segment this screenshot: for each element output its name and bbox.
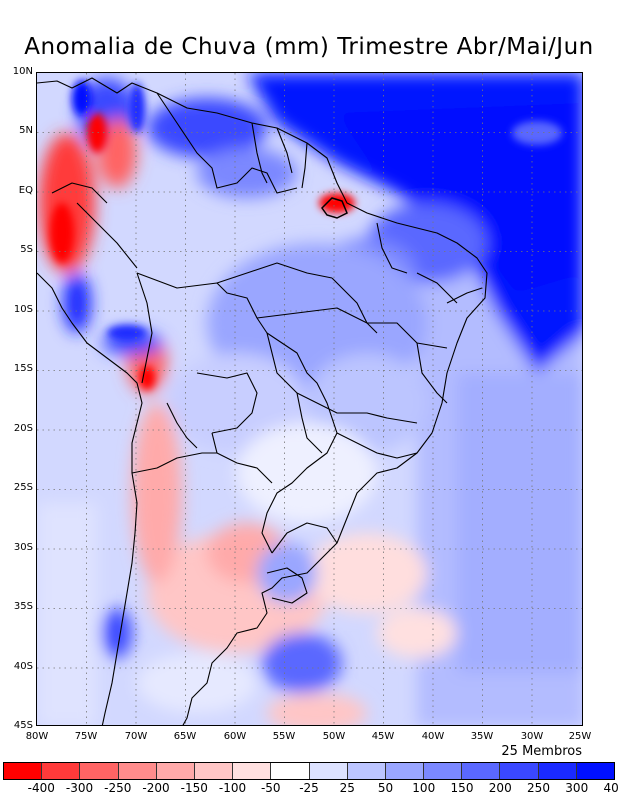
colorbar-cell	[462, 763, 501, 779]
colorbar-cell	[309, 763, 348, 779]
y-tick: 5N	[19, 125, 33, 136]
anomaly-map	[36, 72, 583, 726]
y-tick: 20S	[13, 423, 33, 434]
colorbar-cell	[118, 763, 157, 779]
y-tick: 45S	[13, 720, 33, 731]
colorbar-label: -50	[260, 781, 281, 795]
country-borders	[37, 77, 488, 725]
colorbar-cell	[194, 763, 234, 779]
colorbar-label: 300	[565, 781, 589, 795]
colorbar-cell	[4, 763, 43, 779]
x-tick: 25W	[568, 731, 592, 742]
y-tick: 30S	[13, 542, 33, 553]
colorbar-cell	[538, 763, 577, 779]
y-tick: 15S	[13, 363, 33, 374]
y-tick: 35S	[13, 601, 33, 612]
colorbar-label: -200	[142, 781, 170, 795]
colorbar-cell	[424, 763, 463, 779]
members-label: 25 Membros	[501, 744, 582, 759]
colorbar-label: -400	[27, 781, 55, 795]
x-tick: 35W	[470, 731, 494, 742]
colorbar-label: -25	[299, 781, 319, 795]
colorbar-label: -250	[104, 781, 132, 795]
map-title: Anomalia de Chuva (mm) Trimestre Abr/Mai…	[24, 34, 594, 60]
x-tick: 65W	[173, 731, 197, 742]
colorbar-label: 50	[377, 781, 394, 795]
colorbar-label: -150	[180, 781, 208, 795]
colorbar-label: 100	[412, 781, 436, 795]
colorbar-cell	[42, 763, 81, 779]
anomaly-field	[37, 73, 582, 725]
y-tick: 10N	[12, 66, 33, 77]
y-tick: 25S	[13, 482, 33, 493]
y-tick: EQ	[18, 185, 33, 196]
colorbar-cell	[500, 763, 539, 779]
colorbar-cell	[347, 763, 386, 779]
x-tick: 30W	[520, 731, 544, 742]
x-tick: 80W	[25, 731, 49, 742]
x-tick: 70W	[124, 731, 148, 742]
colorbar-cell	[233, 763, 272, 779]
colorbar-label: -300	[65, 781, 94, 795]
colorbar-label: 250	[527, 781, 550, 795]
y-tick: 40S	[13, 661, 33, 672]
colorbar-cell	[576, 763, 614, 779]
x-tick: 40W	[421, 731, 445, 742]
colorbar-label: -100	[218, 781, 247, 795]
anomaly-map-svg	[37, 73, 582, 725]
colorbar	[3, 762, 615, 780]
x-tick: 45W	[371, 731, 395, 742]
x-tick: 50W	[322, 731, 346, 742]
colorbar-label: 25	[339, 781, 355, 795]
colorbar-cell	[156, 763, 195, 779]
x-tick: 55W	[272, 731, 296, 742]
x-tick: 75W	[74, 731, 98, 742]
x-tick: 60W	[223, 731, 247, 742]
colorbar-label: 400	[603, 781, 618, 795]
colorbar-label: 150	[450, 781, 474, 795]
anomaly-detail	[50, 80, 562, 390]
colorbar-cell	[271, 763, 310, 779]
colorbar-cell	[80, 763, 119, 779]
colorbar-cell	[385, 763, 425, 779]
colorbar-label: 200	[488, 781, 512, 795]
gridlines	[37, 73, 582, 725]
y-tick: 10S	[13, 304, 33, 315]
y-tick: 5S	[20, 244, 33, 255]
marajo-island	[321, 197, 348, 219]
